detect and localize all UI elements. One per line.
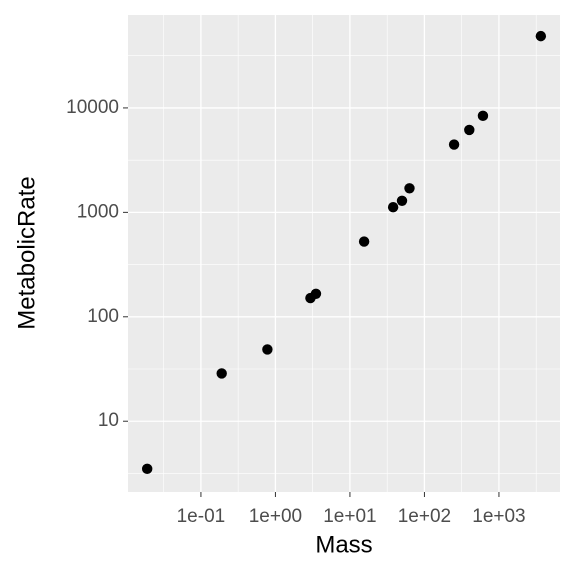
point	[464, 124, 475, 136]
y-axis-title: MetabolicRate	[13, 176, 40, 329]
plot-area	[128, 15, 560, 492]
y-tick-label: 1000	[77, 201, 119, 222]
point	[141, 463, 153, 475]
panel-background	[128, 15, 560, 492]
x-tick-label: 1e+00	[249, 506, 302, 527]
x-axis-title: Mass	[315, 531, 372, 558]
x-tick-label: 1e-01	[177, 506, 226, 527]
y-tick-label: 10000	[66, 97, 119, 118]
point	[310, 288, 322, 300]
x-tick-label: 1e+03	[472, 506, 525, 527]
point	[262, 344, 273, 355]
point	[216, 368, 227, 379]
point	[358, 236, 370, 247]
x-tick-label: 1e+02	[398, 506, 451, 527]
point	[448, 139, 460, 150]
point	[535, 30, 547, 42]
point	[404, 183, 415, 194]
point	[387, 202, 399, 213]
y-tick-label: 100	[87, 306, 119, 327]
x-tick-label: 1e+01	[323, 506, 376, 527]
point	[477, 110, 489, 122]
point	[396, 195, 408, 207]
y-tick-label: 10	[98, 410, 119, 431]
